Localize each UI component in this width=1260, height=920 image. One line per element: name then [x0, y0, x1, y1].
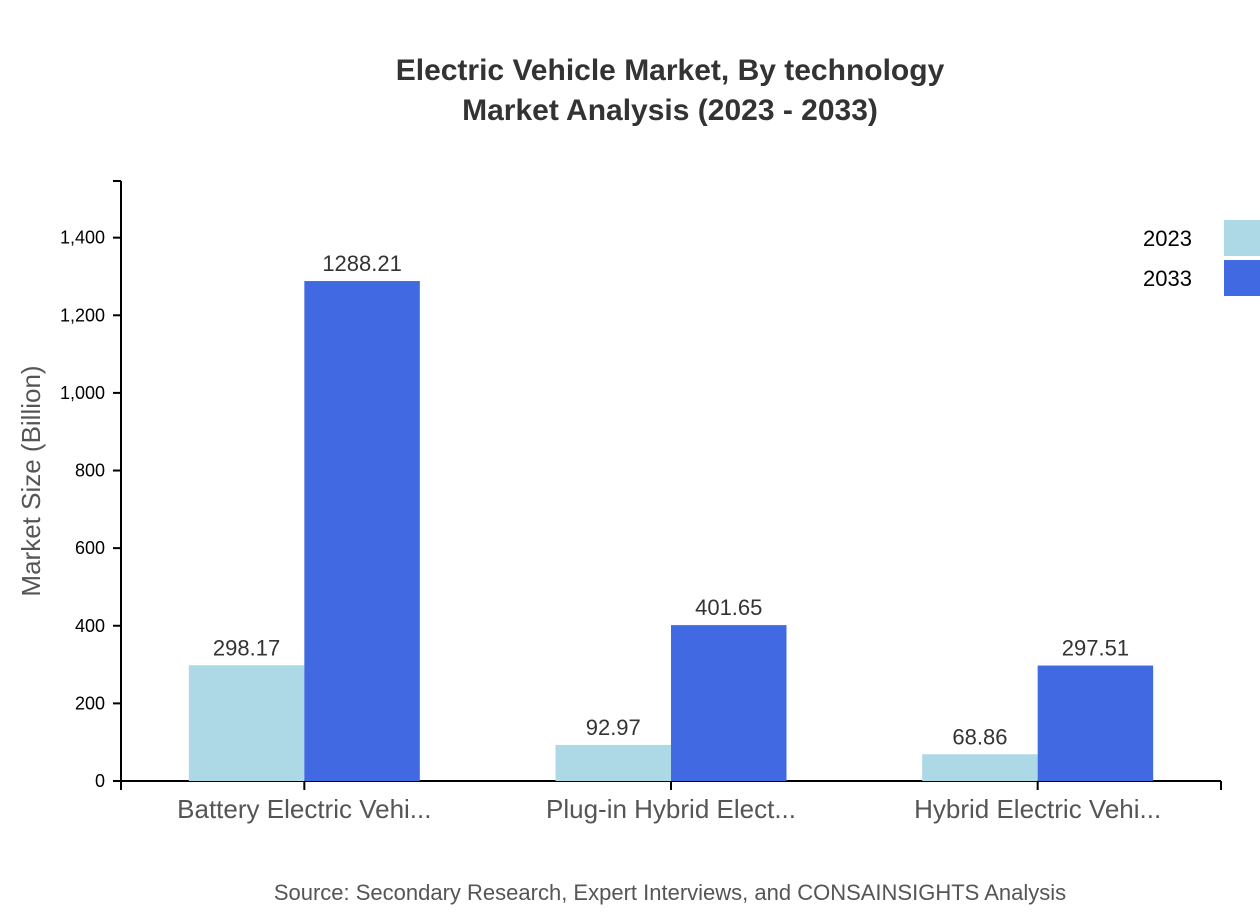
- y-tick-label: 400: [75, 616, 105, 636]
- chart-subtitle: Market Analysis (2023 - 2033): [462, 94, 878, 127]
- source-note: Source: Secondary Research, Expert Inter…: [274, 880, 1066, 905]
- axes: 0 200 400 600 800 1,000 1,200 1,400 Battery Elec…: [60, 180, 1222, 824]
- bar-2023: [922, 754, 1038, 781]
- bar-2023: [555, 744, 671, 781]
- y-tick-label: 600: [75, 538, 105, 558]
- x-tick-label: Plug-in Hybrid Elect...: [546, 794, 796, 824]
- data-label: 298.17: [213, 635, 280, 660]
- data-label: 68.86: [952, 724, 1007, 749]
- chart-title: Electric Vehicle Market, By technology: [396, 54, 945, 87]
- data-label: 297.51: [1062, 636, 1129, 661]
- bars: 298.17 1288.21 92.97 401.65 68.86 297.51: [188, 251, 1154, 781]
- x-tick-label: Battery Electric Vehi...: [177, 794, 431, 824]
- y-tick-label: 800: [75, 461, 105, 481]
- legend-label: 2023: [1143, 226, 1192, 251]
- data-label: 92.97: [586, 715, 641, 740]
- bar-2033: [304, 281, 420, 781]
- legend-swatch-2023: [1224, 220, 1260, 256]
- y-tick-label: 1,400: [60, 228, 105, 248]
- y-tick-label: 0: [95, 771, 105, 791]
- legend: 2023 2033: [1143, 220, 1260, 296]
- legend-swatch-2033: [1224, 260, 1260, 296]
- y-tick-label: 1,200: [60, 305, 105, 325]
- x-tick-label: Hybrid Electric Vehi...: [914, 794, 1161, 824]
- bar-2023: [188, 665, 305, 781]
- bar-2033: [1037, 665, 1154, 781]
- y-axis-label: Market Size (Billion): [16, 365, 46, 596]
- y-tick-label: 200: [75, 693, 105, 713]
- legend-label: 2033: [1143, 266, 1192, 291]
- bar-2033: [671, 625, 787, 781]
- data-label: 1288.21: [322, 251, 402, 276]
- data-label: 401.65: [695, 595, 762, 620]
- y-tick-label: 1,000: [60, 383, 105, 403]
